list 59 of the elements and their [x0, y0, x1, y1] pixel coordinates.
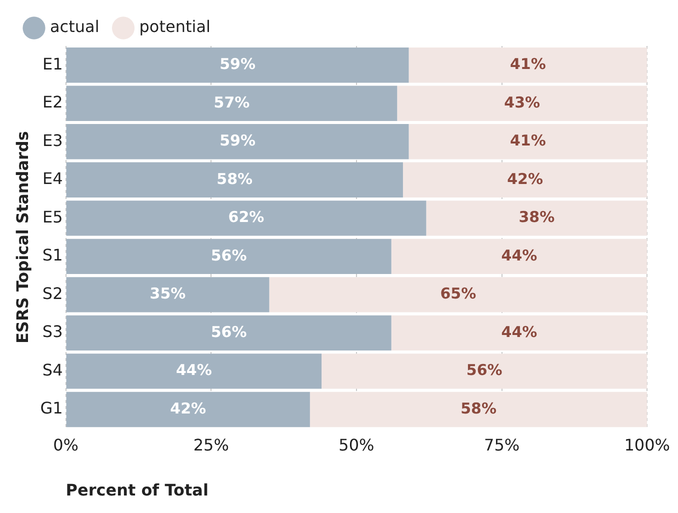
y-axis-title: ESRS Topical Standards — [12, 131, 32, 344]
data-label: 44% — [501, 246, 538, 264]
x-tick-label: 0% — [53, 435, 78, 454]
data-label: 58% — [460, 399, 496, 418]
x-tick-label: 50% — [338, 435, 374, 454]
y-tick-label: S4 — [42, 360, 63, 380]
data-label: 59% — [220, 55, 256, 74]
bar — [426, 200, 648, 236]
data-label: 59% — [220, 132, 256, 150]
bar — [66, 392, 310, 428]
bar — [408, 48, 648, 83]
bar — [397, 86, 648, 121]
data-label: 42% — [507, 170, 543, 188]
bar — [66, 162, 403, 198]
y-tick-label: S1 — [42, 246, 63, 265]
y-tick-label: S2 — [42, 284, 63, 303]
bar — [66, 354, 322, 389]
bar — [66, 277, 270, 312]
y-tick-label: E3 — [42, 130, 63, 150]
x-tick-label: 100% — [624, 435, 670, 454]
bar — [310, 392, 648, 428]
bar — [66, 124, 409, 160]
data-label: 43% — [504, 93, 540, 112]
legend-label: potential — [139, 17, 210, 36]
bar — [391, 315, 648, 351]
x-tick-label: 75% — [484, 435, 520, 454]
x-tick-label: 25% — [193, 435, 229, 454]
data-label: 44% — [176, 361, 212, 380]
data-label: 56% — [466, 361, 502, 380]
data-label: 58% — [216, 170, 253, 188]
data-label: 65% — [440, 284, 476, 303]
bar — [66, 200, 426, 236]
data-label: 41% — [510, 55, 546, 74]
data-label: 56% — [210, 322, 247, 341]
bar — [408, 124, 648, 160]
data-label: 57% — [214, 93, 250, 112]
data-label: 56% — [210, 246, 247, 264]
bar — [402, 162, 648, 198]
bar — [322, 354, 648, 389]
data-label: 38% — [518, 208, 555, 226]
data-label: 41% — [510, 132, 546, 150]
bar — [66, 48, 409, 83]
y-tick-label: E4 — [42, 169, 63, 188]
y-tick-label: E2 — [42, 92, 63, 112]
x-axis-title: Percent of Total — [66, 480, 208, 500]
legend-label: actual — [50, 17, 100, 36]
data-label: 44% — [501, 322, 538, 341]
data-label: 62% — [228, 208, 264, 226]
data-label: 42% — [170, 399, 206, 418]
bar — [66, 315, 392, 351]
bar — [66, 238, 392, 274]
y-tick-label: G1 — [40, 398, 63, 418]
bar — [391, 238, 648, 274]
bar — [269, 277, 648, 312]
bar — [66, 86, 398, 121]
y-tick-label: E1 — [42, 54, 63, 74]
y-tick-label: S3 — [42, 322, 63, 342]
data-label: 35% — [150, 284, 186, 303]
y-tick-label: E5 — [42, 207, 63, 226]
